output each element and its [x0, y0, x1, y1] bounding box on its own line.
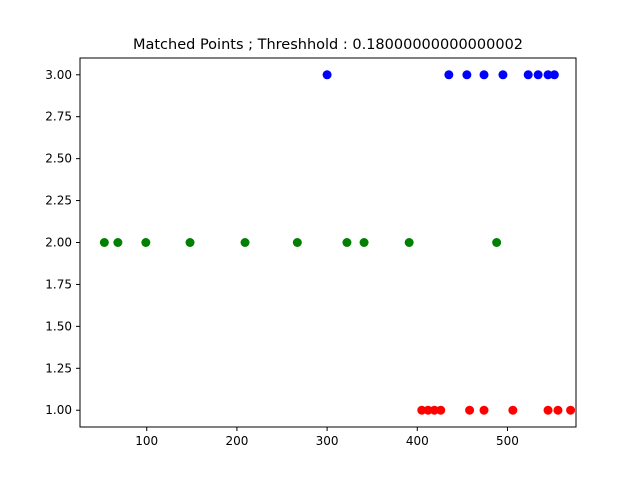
y-tick-label: 1.50: [45, 319, 72, 333]
x-tick-label: 400: [406, 434, 429, 448]
series-0-point: [322, 70, 332, 80]
plot-frame: [79, 57, 577, 428]
series-2-point: [543, 405, 553, 415]
series-2-point: [429, 405, 439, 415]
series-1-point: [113, 238, 123, 247]
series-2-point: [423, 405, 433, 415]
series-1-point: [492, 238, 502, 247]
series-0-point: [533, 70, 543, 80]
x-axis: 100 200 300 400 500: [135, 427, 519, 448]
y-tick-label: 2.00: [45, 236, 72, 250]
series-0-point: [523, 70, 533, 80]
series-2-point: [566, 405, 576, 415]
series-0-point: [444, 70, 454, 80]
y-tick-label: 1.75: [45, 277, 72, 291]
series-0-point: [549, 70, 559, 80]
series-0-point: [498, 70, 508, 80]
series-1-point: [359, 238, 369, 247]
x-tick-label: 300: [316, 434, 339, 448]
series-2-point: [465, 405, 475, 415]
series-0-point: [543, 70, 553, 80]
series-2-point: [553, 405, 563, 415]
plot-points: [99, 70, 576, 415]
y-tick-label: 1.25: [45, 361, 72, 375]
y-tick-label: 1.00: [45, 403, 72, 417]
series-2-point: [436, 405, 446, 415]
series-1-point: [342, 238, 352, 247]
series-2-point: [508, 405, 518, 415]
series-1-point: [185, 238, 195, 247]
x-tick-label: 100: [135, 434, 158, 448]
y-tick-label: 2.25: [45, 194, 72, 208]
x-tick-label: 200: [225, 434, 248, 448]
y-tick-label: 3.00: [45, 68, 72, 82]
series-0-point: [479, 70, 489, 80]
y-axis: 1.00 1.25 1.50 1.75 2.00 2.25 2.50 2.75 3.00: [45, 68, 80, 417]
series-1-point: [99, 238, 109, 247]
series-0-point: [462, 70, 472, 80]
y-tick-label: 2.50: [45, 152, 72, 166]
y-tick-label: 2.75: [45, 110, 72, 124]
series-2-point: [417, 405, 427, 415]
x-tick-label: 500: [496, 434, 519, 448]
series-1-point: [404, 238, 414, 247]
series-1-point: [240, 238, 250, 247]
series-2-point: [479, 405, 489, 415]
series-1-point: [292, 238, 302, 247]
chart-title: Matched Points ; Threshhold : 0.18000000…: [133, 37, 523, 53]
series-1-point: [141, 238, 151, 247]
